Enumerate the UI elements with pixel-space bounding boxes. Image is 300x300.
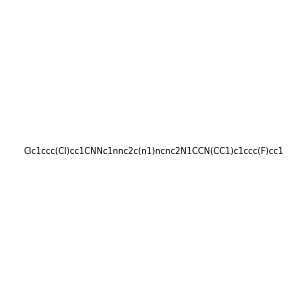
Text: Clc1ccc(Cl)cc1CNNc1nnc2c(n1)ncnc2N1CCN(CC1)c1ccc(F)cc1: Clc1ccc(Cl)cc1CNNc1nnc2c(n1)ncnc2N1CCN(C… (24, 147, 284, 156)
